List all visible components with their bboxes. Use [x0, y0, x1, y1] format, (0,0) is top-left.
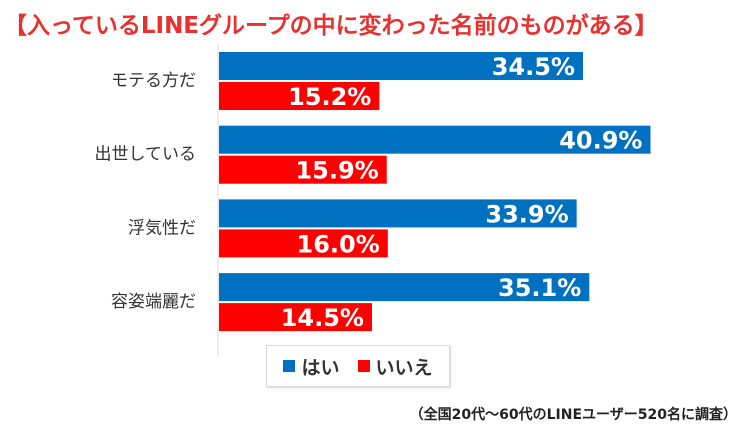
legend-item-yes: はい	[283, 353, 340, 380]
data-label-no: 16.0%	[297, 230, 380, 258]
legend-label-yes: はい	[301, 356, 340, 379]
bar-no	[219, 82, 380, 110]
data-label-yes: 34.5%	[492, 53, 575, 81]
bars-layer: モテる方だ 34.5% 15.2% 出世している 40.9% 15.9% 浮気性だ 33.9%…	[95, 52, 651, 332]
legend-label-no: いいえ	[375, 356, 433, 379]
category-label: 容姿端麗だ	[111, 292, 196, 312]
bar-no	[219, 155, 387, 184]
data-label-no: 15.9%	[295, 157, 378, 185]
chart-title: 【入っているLINEグループの中に変わった名前のものがある】	[4, 13, 658, 39]
data-label-yes: 35.1%	[498, 274, 581, 302]
bar-yes	[219, 125, 651, 154]
bar-yes	[219, 199, 577, 228]
category-label: 浮気性だ	[128, 218, 196, 238]
data-label-no: 15.2%	[288, 83, 371, 111]
legend-item-no: いいえ	[357, 353, 433, 380]
data-label-yes: 33.9%	[485, 200, 568, 228]
category-label: モテる方だ	[111, 71, 196, 91]
legend-swatch-no	[357, 360, 370, 372]
category-label: 出世している	[95, 145, 197, 165]
bar-no	[219, 229, 388, 258]
data-label-no: 14.5%	[281, 304, 364, 332]
bar-yes	[219, 273, 590, 302]
legend-swatch-yes	[283, 360, 296, 372]
source-note: （全国20代～60代のLINEユーザー520名に調査）	[409, 407, 737, 423]
legend: はい いいえ	[266, 345, 450, 387]
bar-yes	[219, 52, 583, 80]
data-label-yes: 40.9%	[559, 127, 642, 155]
bar-no	[219, 303, 372, 332]
